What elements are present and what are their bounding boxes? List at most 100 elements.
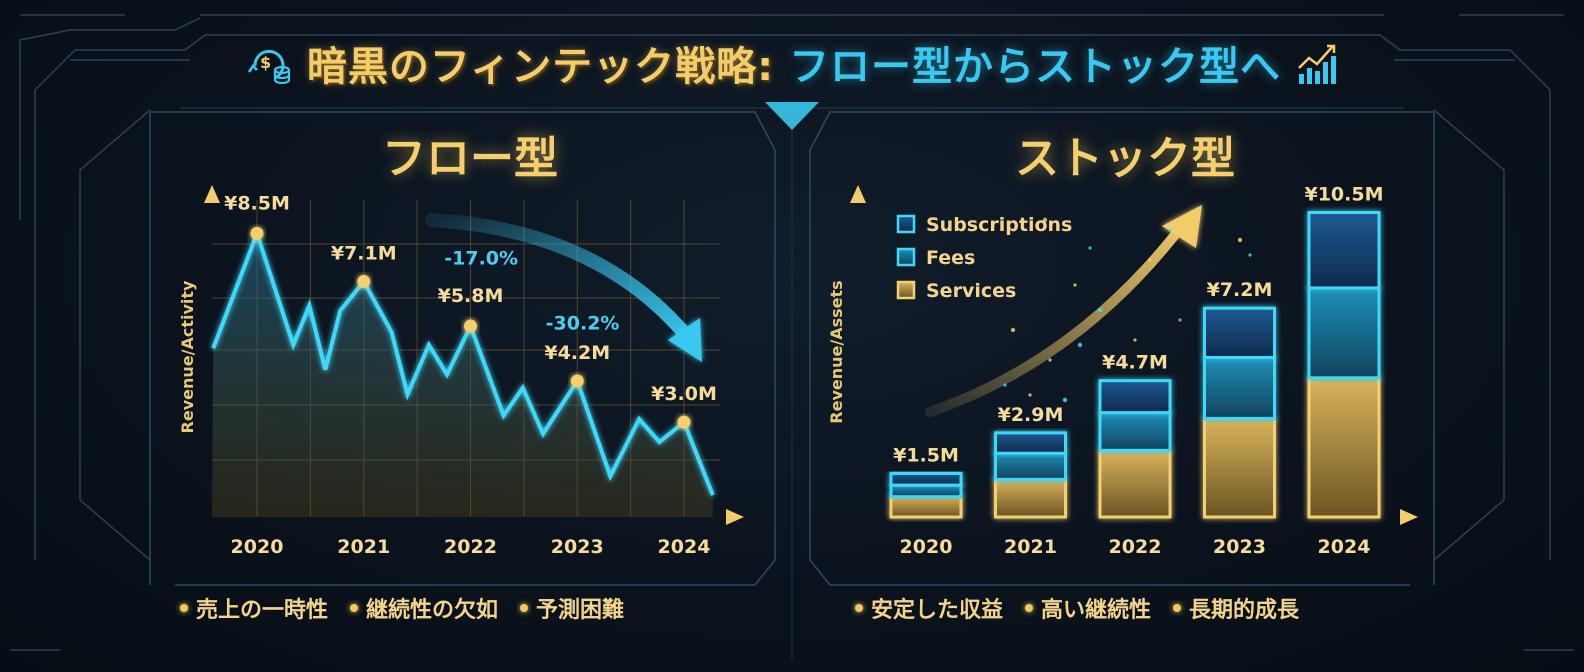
x-tick-label: 2022 [444, 536, 497, 558]
sparkle-dot [1073, 283, 1077, 287]
sparkle-dot [1133, 338, 1137, 342]
x-axis-arrow-icon [1400, 509, 1418, 525]
legend-label: Subscriptions [926, 214, 1072, 236]
legend-swatch-services [896, 280, 916, 300]
x-tick-label: 2020 [900, 536, 953, 558]
value-label: ¥5.8M [438, 285, 504, 307]
data-point [677, 415, 691, 429]
legend-label: Fees [926, 247, 975, 269]
bullet-item: 長期的成長 [1173, 592, 1299, 624]
bar-segment-services [1203, 416, 1276, 519]
bar-total-label: ¥2.9M [998, 404, 1064, 426]
sparkle-dot [1237, 237, 1243, 243]
bar-segment-services [889, 495, 963, 519]
stock-bar-chart: ¥1.5M 2020 ¥2.9M 2021 ¥4.7M 2022 ¥7.2M 2023 ¥10.… [827, 184, 1418, 558]
legend-swatch-fees [896, 247, 916, 267]
sparkle-dot [1213, 288, 1217, 292]
sparkle-dot [1178, 318, 1182, 322]
bar-total-label: ¥10.5M [1304, 184, 1383, 206]
bar-segment-subscriptions [1203, 306, 1276, 360]
bullet-item: 高い継続性 [1025, 592, 1151, 624]
bullet-text: 安定した収益 [871, 598, 1004, 623]
sparkle-dot [1077, 342, 1083, 348]
percent-change-label: -17.0% [444, 247, 518, 269]
bullet-item: 予測困難 [520, 592, 624, 624]
bar-total-label: ¥4.7M [1102, 352, 1168, 374]
sparkle-dot [1062, 397, 1068, 403]
sparkle-dot [1028, 393, 1032, 397]
legend-swatch-subscriptions [896, 214, 916, 234]
bullet-text: 予測困難 [536, 598, 625, 623]
bar-segment-services [994, 477, 1067, 519]
bar-segment-services [1098, 448, 1172, 519]
x-tick-label: 2022 [1109, 536, 1162, 558]
bar-total-label: ¥7.2M [1207, 279, 1273, 301]
money-cycle-coins-icon: $ [245, 42, 293, 96]
bullet-dot-icon [350, 604, 359, 612]
bar-segment-fees [994, 451, 1067, 481]
data-point [250, 226, 264, 240]
value-label: ¥3.0M [651, 383, 717, 405]
value-label: ¥8.5M [224, 192, 290, 214]
revenue-line [211, 227, 715, 496]
bar-segment-services [1307, 376, 1381, 519]
bar-segment-fees [1307, 286, 1381, 380]
value-label: ¥4.2M [544, 342, 610, 364]
flow-bullets: 売上の一時性 継続性の欠如 予測困難 [180, 592, 624, 624]
bullet-dot-icon [180, 604, 188, 612]
sparkle-dot [1248, 253, 1252, 257]
x-axis-arrow-icon [726, 509, 744, 525]
page-title: $ 暗黒のフィンテック戦略: フロー型からストック型へ [0, 34, 1584, 96]
flow-panel-title: フロー型 [382, 133, 558, 184]
value-label: ¥7.1M [331, 242, 397, 264]
sparkle-dot [1048, 358, 1052, 362]
percent-change-label: -30.2% [546, 312, 620, 334]
sparkle-dot [1168, 228, 1172, 232]
bar-segment-subscriptions [1307, 211, 1381, 290]
bullet-item: 継続性の欠如 [350, 592, 498, 624]
trend-up-arrowhead-icon [1162, 205, 1202, 248]
sparkle-dot [1010, 327, 1016, 333]
bullet-item: 売上の一時性 [180, 592, 328, 624]
title-cyan-part: フロー型からストック型へ [789, 44, 1282, 90]
y-axis-label: Revenue/Activity [178, 280, 197, 433]
bar-total-label: ¥1.5M [893, 445, 959, 467]
bullet-text: 売上の一時性 [196, 598, 329, 623]
trend-down-arrowhead-icon [668, 318, 702, 362]
trend-down-arrow [425, 213, 697, 347]
header-pointer [765, 102, 819, 130]
growth-bar-chart-icon [1295, 42, 1339, 96]
data-point [357, 274, 371, 288]
legend-label: Services [926, 280, 1016, 302]
sparkle-dot [1148, 258, 1152, 262]
bullet-text: 高い継続性 [1041, 598, 1152, 623]
y-axis-arrow-icon [204, 185, 220, 203]
sparkle-dot [1088, 246, 1092, 250]
bar-segment-fees [1203, 356, 1276, 420]
bullet-dot-icon [520, 604, 529, 612]
flow-line-chart: Revenue/Activity 2020 2021 2022 2023 2024 ¥8.5… [178, 185, 744, 558]
bar-segment-subscriptions [1098, 379, 1172, 415]
svg-text:$: $ [260, 53, 272, 72]
x-tick-label: 2024 [658, 536, 711, 558]
bar-segment-subscriptions [889, 472, 963, 487]
x-tick-label: 2024 [1318, 536, 1371, 558]
bar-segment-fees [1098, 411, 1172, 452]
x-tick-label: 2023 [551, 536, 604, 558]
y-axis-arrow-icon [850, 185, 866, 203]
stock-panel-title: ストック型 [1015, 133, 1235, 184]
data-point [570, 374, 584, 388]
x-tick-label: 2023 [1213, 536, 1266, 558]
bullet-item: 安定した収益 [855, 592, 1003, 624]
x-tick-label: 2021 [337, 536, 390, 558]
title-gold-part: 暗黒のフィンテック戦略: [306, 44, 775, 90]
line-area-fill [212, 233, 713, 517]
bar-segment-fees [889, 483, 963, 499]
y-axis-label: Revenue/Assets [827, 280, 846, 423]
trend-up-arrow [925, 217, 1190, 417]
sparkle-dot [1042, 217, 1048, 223]
bullet-text: 継続性の欠如 [366, 598, 499, 623]
sparkle-dot [1097, 307, 1103, 313]
